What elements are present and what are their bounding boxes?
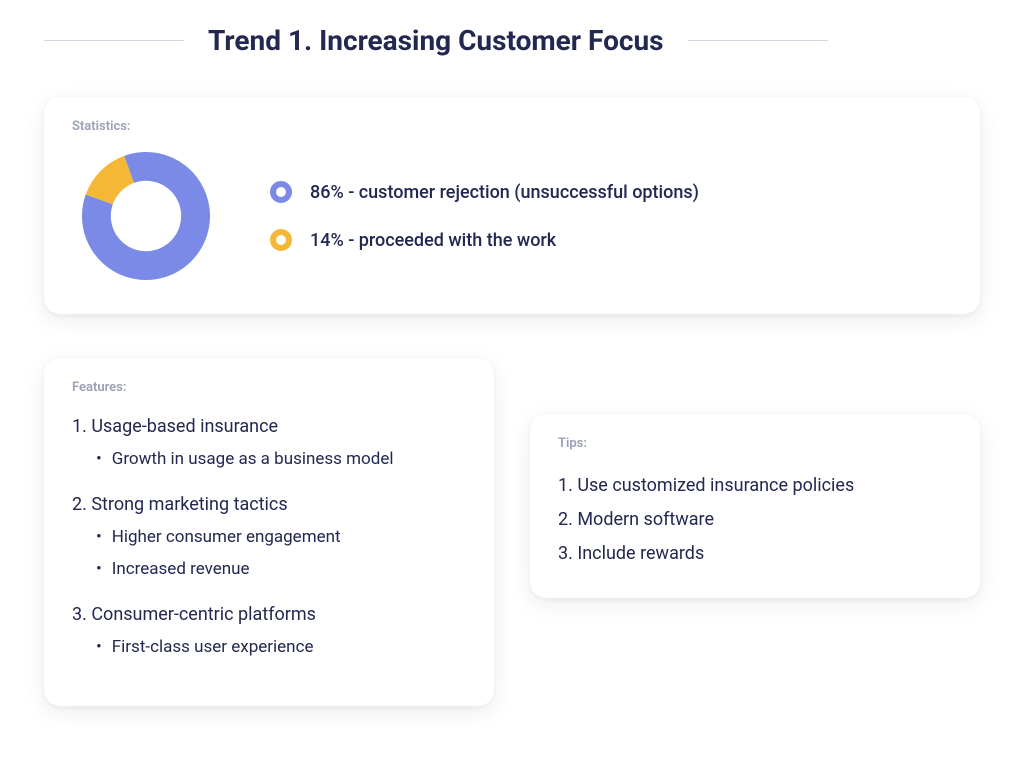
feature-number: 3. — [72, 604, 87, 625]
legend-text: 86% - customer rejection (unsuccessful o… — [310, 182, 699, 203]
feature-title: Consumer-centric platforms — [91, 604, 316, 625]
donut-chart-svg — [82, 152, 210, 280]
feature-item: 3. Consumer-centric platforms First-clas… — [72, 601, 466, 663]
legend-marker-icon — [270, 181, 292, 203]
feature-number: 2. — [72, 494, 87, 515]
tips-card: Tips: 1. Use customized insurance polici… — [530, 414, 980, 598]
statistics-legend: 86% - customer rejection (unsuccessful o… — [270, 181, 699, 251]
divider-right — [688, 40, 828, 41]
columns: Features: 1. Usage-based insurance Growt… — [44, 358, 980, 706]
tip-item: 1. Use customized insurance policies — [558, 469, 952, 503]
divider-left — [44, 40, 184, 41]
feature-item: 1. Usage-based insurance Growth in usage… — [72, 413, 466, 475]
feature-subitem: Growth in usage as a business model — [96, 444, 466, 475]
tip-text: Include rewards — [577, 543, 704, 564]
statistics-body: 86% - customer rejection (unsuccessful o… — [72, 152, 952, 288]
legend-marker-icon — [270, 229, 292, 251]
feature-subitem: Higher consumer engagement — [96, 522, 466, 553]
features-label: Features: — [72, 380, 466, 395]
statistics-card: Statistics: 86% - customer rejection (un… — [44, 97, 980, 314]
tip-item: 2. Modern software — [558, 503, 952, 537]
legend-text: 14% - proceeded with the work — [310, 230, 556, 251]
feature-subitem: Increased revenue — [96, 554, 466, 585]
title-row: Trend 1. Increasing Customer Focus — [44, 24, 980, 57]
tips-label: Tips: — [558, 436, 952, 451]
tips-list: 1. Use customized insurance policies 2. … — [558, 469, 952, 572]
feature-sublist: First-class user experience — [96, 632, 466, 663]
feature-sublist: Growth in usage as a business model — [96, 444, 466, 475]
tip-text: Use customized insurance policies — [577, 475, 854, 496]
donut-chart — [82, 152, 210, 280]
feature-sublist: Higher consumer engagement Increased rev… — [96, 522, 466, 585]
page-title: Trend 1. Increasing Customer Focus — [208, 24, 664, 57]
features-list: 1. Usage-based insurance Growth in usage… — [72, 413, 466, 664]
feature-item: 2. Strong marketing tactics Higher consu… — [72, 491, 466, 585]
features-card: Features: 1. Usage-based insurance Growt… — [44, 358, 494, 706]
tips-column: Tips: 1. Use customized insurance polici… — [530, 358, 980, 598]
feature-number: 1. — [72, 416, 87, 437]
tip-number: 2. — [558, 509, 573, 530]
feature-subitem: First-class user experience — [96, 632, 466, 663]
features-column: Features: 1. Usage-based insurance Growt… — [44, 358, 494, 706]
tip-item: 3. Include rewards — [558, 537, 952, 571]
page: Trend 1. Increasing Customer Focus Stati… — [0, 0, 1024, 742]
tip-text: Modern software — [577, 509, 714, 530]
tip-number: 3. — [558, 543, 573, 564]
legend-row-proceeded: 14% - proceeded with the work — [270, 229, 699, 251]
statistics-label: Statistics: — [72, 119, 952, 134]
tip-number: 1. — [558, 475, 573, 496]
feature-title: Strong marketing tactics — [91, 494, 287, 515]
legend-row-rejection: 86% - customer rejection (unsuccessful o… — [270, 181, 699, 203]
feature-title: Usage-based insurance — [91, 416, 278, 437]
